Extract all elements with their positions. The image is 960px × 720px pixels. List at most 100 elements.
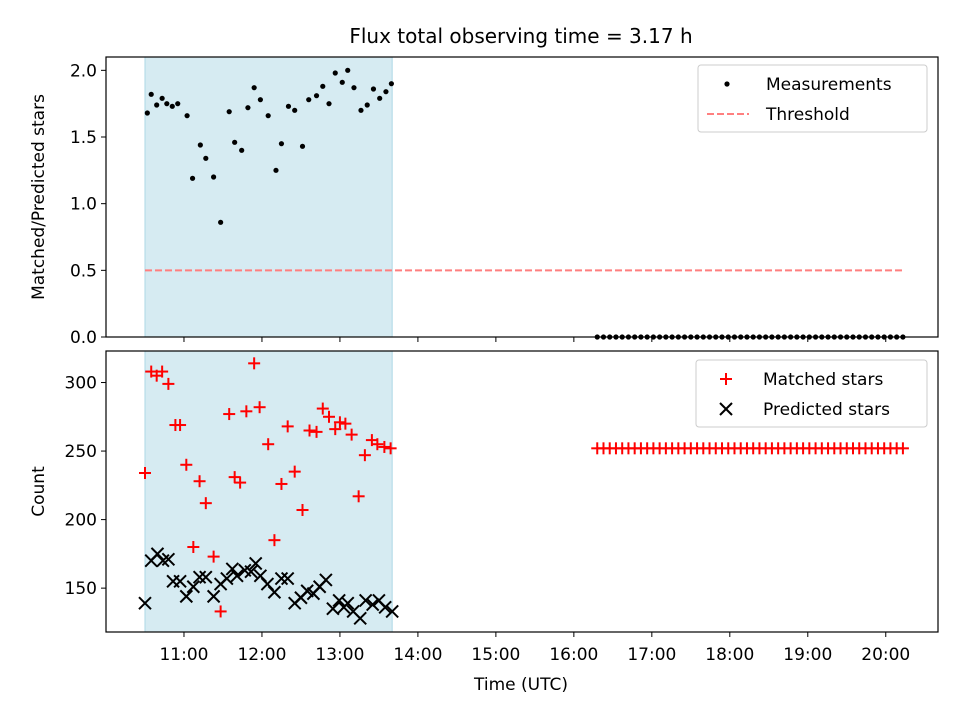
measurement-point [232, 139, 238, 145]
measurement-point [383, 89, 389, 95]
upper-axes-frame [105, 56, 939, 338]
predicted-stars-point [378, 600, 392, 615]
predicted-stars-point [353, 611, 367, 625]
legend-threshold-label: Threshold [765, 105, 850, 125]
measurement-point [285, 103, 292, 109]
matched-stars-point [378, 440, 391, 453]
measurement-point [339, 79, 345, 85]
measurement-point [326, 101, 332, 107]
matched-stars-point [240, 405, 253, 418]
upper-x-ticks [183, 337, 887, 342]
observing-window-shade-lower [144, 350, 393, 633]
predicted-stars-point [186, 580, 201, 594]
legend-matched-label: Matched stars [763, 370, 883, 390]
measurement-point [154, 102, 160, 108]
measurement-point [251, 85, 257, 91]
measurement-point [239, 147, 245, 153]
matched-stars-point [187, 541, 200, 554]
measurement-point [148, 91, 154, 97]
y-tick-label: 0.0 [70, 328, 97, 348]
matched-stars-point [275, 477, 288, 490]
x-axis-label: Time (UTC) [473, 675, 568, 695]
x-tick-label: 14:00 [393, 645, 442, 665]
legend-measurements-marker [724, 81, 730, 87]
matched-stars-point [303, 424, 316, 437]
measurement-point [164, 101, 170, 107]
upper-y-ticks: 0.0 0.5 1.0 1.5 2.0 [70, 61, 106, 348]
matched-stars-point [288, 465, 301, 478]
upper-legend-box [697, 64, 928, 133]
matched-stars-point [234, 476, 247, 489]
matched-stars-point [345, 428, 358, 441]
y-tick-label: 2.0 [70, 61, 97, 81]
x-tick-label: 13:00 [315, 645, 364, 665]
x-tick-label: 18:00 [705, 645, 754, 665]
x-tick-label: 17:00 [627, 645, 676, 665]
measurement-point [313, 93, 320, 99]
measurement-point [203, 155, 209, 161]
matched-stars-point [262, 438, 275, 451]
matched-stars-point [333, 416, 346, 429]
predicted-stars-point [225, 562, 240, 576]
observing-window-shade-upper [144, 56, 393, 338]
predicted-stars-point [358, 593, 373, 608]
predicted-stars-point [220, 571, 234, 586]
measurement-point [364, 102, 370, 108]
y-tick-label: 300 [65, 374, 97, 394]
upper-y-axis-label: Matched/Predicted stars [29, 94, 49, 300]
measurement-point [299, 143, 306, 149]
measurement-point [218, 219, 224, 225]
matched-stars-point [281, 420, 294, 433]
observing-window-band [144, 350, 393, 633]
measurement-point [278, 141, 285, 147]
matched-stars-point [329, 423, 342, 436]
x-tick-label: 20:00 [861, 645, 910, 665]
y-tick-label: 200 [65, 511, 97, 531]
measurement-point [159, 95, 165, 101]
x-tick-label: 19:00 [783, 645, 832, 665]
predicted-stars-point [280, 571, 295, 586]
matched-stars-point [316, 402, 329, 415]
predicted-stars-point [206, 589, 221, 604]
measurement-point [345, 67, 351, 73]
matched-stars-point [162, 377, 175, 390]
matched-stars-point [138, 466, 151, 479]
measurement-point [273, 167, 279, 173]
measurement-point [197, 142, 203, 148]
matched-stars-point [384, 442, 397, 455]
predicted-stars-point [179, 589, 194, 604]
matched-stars-point [248, 357, 261, 370]
lower-legend-box [695, 359, 928, 428]
x-tick-label: 15:00 [471, 645, 520, 665]
predicted-stars-point [249, 556, 263, 571]
lower-legend: Matched stars Predicted stars [695, 359, 928, 428]
predicted-stars-point [365, 597, 380, 612]
measurement-point [144, 110, 150, 116]
measurement-point [189, 175, 196, 181]
matched-stars-point [371, 438, 384, 451]
matched-stars-point [339, 417, 352, 430]
count-points [138, 357, 909, 625]
predicted-stars-point [274, 571, 289, 586]
measurement-point [358, 107, 364, 113]
predicted-stars-point [326, 601, 340, 616]
upper-axes-ratio: 0.00.51.01.52.0 Matched/Predicted stars … [29, 56, 939, 348]
matched-stars-point [323, 410, 336, 423]
matched-stars-point [268, 534, 281, 547]
predicted-stars-point [319, 573, 333, 587]
matched-stars-point [223, 408, 236, 421]
predicted-stars-point [199, 570, 213, 584]
predicted-stars-point [161, 552, 176, 567]
matched-stars-point [352, 490, 365, 503]
lower-y-ticks: 150 200 250 300 [65, 374, 106, 599]
measurement-point [320, 83, 326, 89]
measurement-point [184, 113, 190, 119]
matched-stars-point [253, 401, 266, 414]
predicted-stars-point [244, 564, 258, 579]
predicted-stars-point [332, 593, 346, 608]
measurement-point [332, 70, 338, 76]
legend-predicted-label: Predicted stars [763, 400, 890, 420]
x-tick-label: 16:00 [549, 645, 598, 665]
matched-stars-point [156, 365, 169, 378]
matched-stars-point [310, 425, 323, 438]
